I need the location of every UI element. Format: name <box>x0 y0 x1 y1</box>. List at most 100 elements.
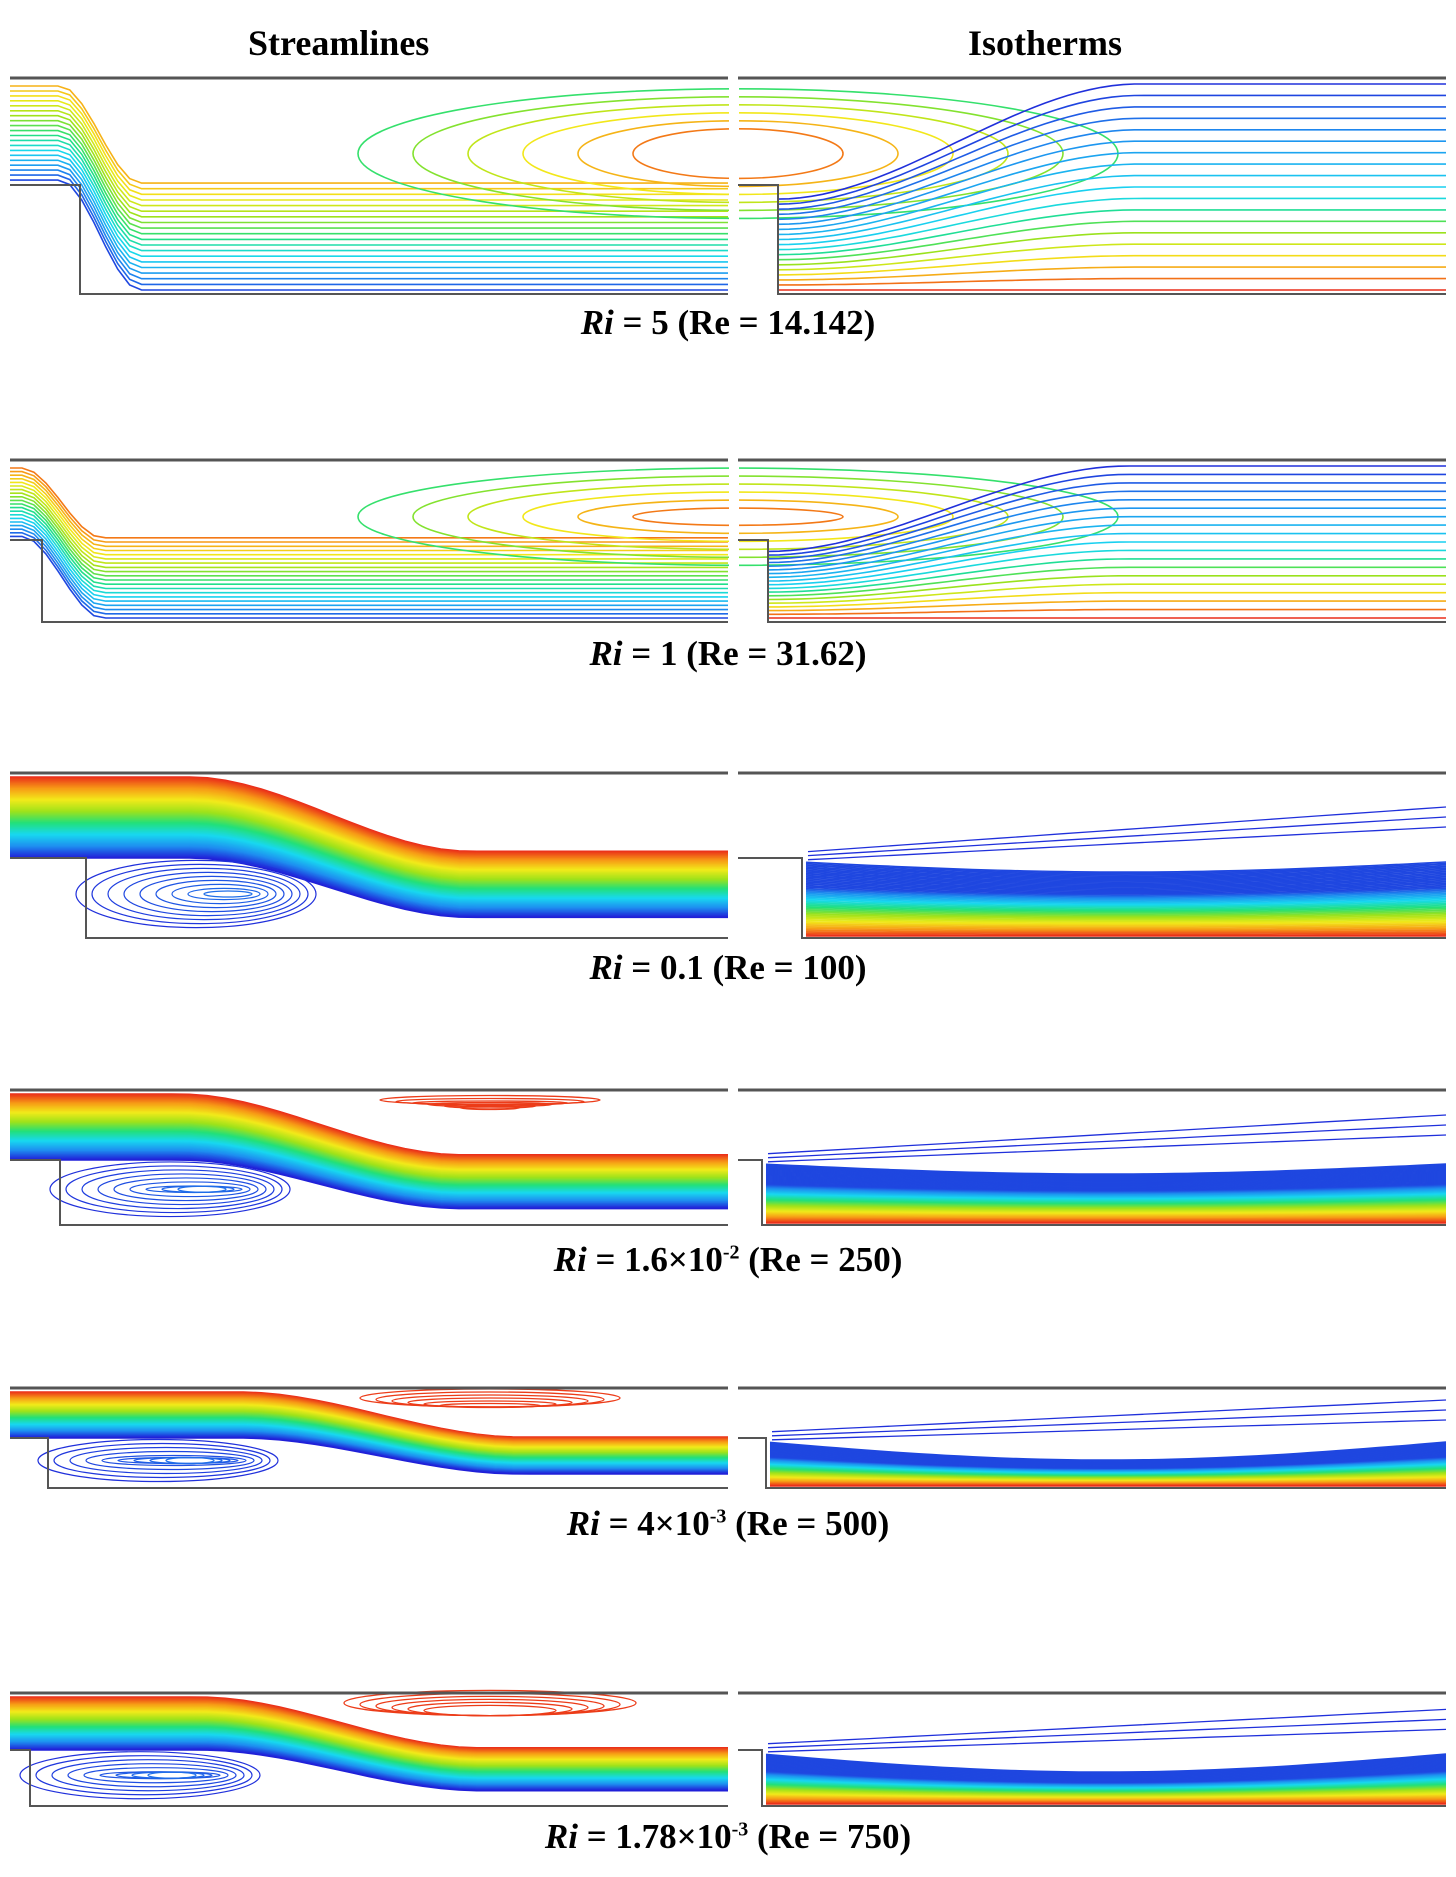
streamline <box>10 794 728 867</box>
lower-vortex-loop <box>81 1169 275 1210</box>
isotherm <box>767 473 1446 556</box>
isotherm <box>805 931 1447 934</box>
isotherm <box>805 929 1447 932</box>
isotherm <box>805 872 1447 883</box>
streamline <box>10 1749 728 1792</box>
isotherm <box>777 83 1446 200</box>
isotherm <box>767 515 1446 575</box>
isotherm <box>765 1193 1447 1200</box>
streamline <box>10 521 728 602</box>
streamline-panel-2-step-wall <box>10 857 728 939</box>
lower-vortex-loop <box>75 859 317 929</box>
streamline <box>10 510 728 590</box>
isotherm-outer <box>771 1409 1447 1437</box>
streamline-panel-3-step-wall <box>10 1159 728 1226</box>
isotherm-outer <box>767 1114 1447 1155</box>
streamline <box>10 124 728 229</box>
panel-divider <box>729 68 739 304</box>
isotherm <box>805 922 1447 926</box>
isotherm-panel-1-step-wall <box>738 539 1446 623</box>
streamline <box>10 528 728 611</box>
streamline <box>10 114 728 218</box>
isotherm <box>805 919 1447 923</box>
isotherm <box>765 1212 1447 1216</box>
isotherm <box>777 232 1446 266</box>
isotherm <box>777 163 1446 236</box>
streamline <box>10 807 728 878</box>
isotherm <box>805 892 1447 900</box>
isotherm-panel-2-step-wall <box>738 857 1446 939</box>
isotherm <box>777 186 1446 246</box>
isotherm <box>805 877 1447 887</box>
streamline <box>10 819 728 888</box>
lower-vortex-loop <box>203 890 253 898</box>
isotherm <box>767 575 1446 601</box>
isotherm <box>765 1192 1447 1199</box>
lower-vortex-loop <box>85 1450 255 1471</box>
isotherm <box>777 254 1446 276</box>
isotherm <box>765 1184 1447 1193</box>
streamline <box>10 524 728 607</box>
streamline <box>10 832 728 899</box>
isotherm <box>765 1177 1447 1187</box>
isotherm <box>805 910 1447 915</box>
streamline <box>10 800 728 873</box>
isotherm <box>765 1197 1447 1203</box>
isotherm <box>765 1203 1447 1208</box>
isotherm <box>767 583 1446 604</box>
streamline <box>10 837 728 902</box>
isotherm <box>767 532 1446 582</box>
isotherm-outer <box>807 826 1447 861</box>
isotherm <box>767 507 1446 571</box>
lower-vortex-loop <box>67 1763 237 1788</box>
isotherm <box>777 106 1446 210</box>
upper-vortex-loop <box>423 1704 557 1717</box>
lower-vortex-loop <box>91 863 309 925</box>
streamline <box>10 847 728 910</box>
isotherm <box>777 129 1446 221</box>
isotherm <box>805 917 1447 922</box>
isotherm <box>805 876 1447 886</box>
isotherm <box>765 1202 1447 1208</box>
isotherm <box>765 1169 1447 1180</box>
streamline <box>10 139 728 246</box>
isotherm <box>767 524 1446 579</box>
isotherm <box>805 890 1447 898</box>
streamline <box>10 164 728 274</box>
lower-vortex-loop <box>83 1767 229 1784</box>
lower-vortex-loop <box>147 1771 197 1779</box>
isotherm-outer <box>771 1399 1447 1433</box>
isotherm <box>805 915 1447 920</box>
isotherm <box>765 1183 1447 1192</box>
isotherm <box>805 905 1447 911</box>
isotherm <box>805 900 1447 907</box>
lower-vortex-loop <box>37 1438 279 1483</box>
streamline <box>10 815 728 884</box>
streamline <box>10 110 728 212</box>
streamline <box>10 532 728 615</box>
isotherm <box>805 882 1447 892</box>
isotherm <box>765 1215 1447 1218</box>
streamline <box>10 179 728 291</box>
streamline <box>10 830 728 897</box>
isotherm-panel-5-step-wall <box>738 1749 1446 1807</box>
lower-vortex-loop <box>139 875 285 913</box>
lower-vortex-loop <box>129 1181 251 1198</box>
streamline-panel-4-step-wall <box>10 1437 728 1489</box>
isotherm <box>767 490 1446 564</box>
isotherm <box>765 1204 1447 1209</box>
streamline <box>10 485 728 560</box>
isotherm <box>805 925 1447 928</box>
upper-vortex-loop <box>459 1104 521 1111</box>
lower-vortex-loop <box>187 887 261 901</box>
streamline <box>10 826 728 893</box>
lower-vortex-loop <box>101 1454 247 1467</box>
isotherm <box>805 873 1447 884</box>
isotherm <box>765 1178 1447 1188</box>
isotherm <box>765 1188 1447 1196</box>
streamline <box>10 95 728 196</box>
streamlines-column-header: Streamlines <box>248 23 430 63</box>
isotherm <box>777 174 1446 241</box>
isotherm <box>805 916 1447 921</box>
streamline <box>10 478 728 552</box>
